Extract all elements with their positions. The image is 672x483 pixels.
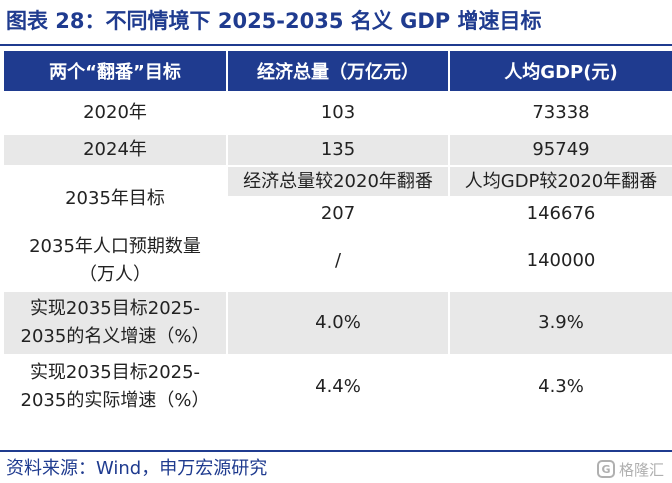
cell-total-caption-2035: 经济总量较2020年翻番 [227, 165, 450, 197]
row-label-population-line1: 2035年人口预期数量 [29, 236, 201, 257]
table-header-row: 两个“翻番”目标 经济总量（万亿元） 人均GDP(元) [4, 51, 672, 92]
table-row: 2020年 103 73338 [4, 91, 672, 134]
source-note: 资料来源：Wind，申万宏源研究 [6, 458, 268, 479]
header-total-economy: 经济总量（万亿元） [227, 51, 450, 92]
cell-per-capita-caption-2035: 人均GDP较2020年翻番 [449, 165, 672, 197]
cell-per-capita-2020: 73338 [449, 91, 672, 134]
row-label-2024: 2024年 [4, 133, 228, 166]
cell-per-capita-nominal-growth: 3.9% [449, 290, 672, 355]
row-label-population: 2035年人口预期数量 （万人） [4, 230, 228, 291]
row-label-real-line1: 实现2035目标2025- [29, 362, 201, 383]
table-row: 实现2035目标2025- 2035的实际增速（%） 4.4% 4.3% [4, 354, 672, 418]
table-row: 2024年 135 95749 [4, 133, 672, 166]
figure-title: 图表 28：不同情境下 2025-2035 名义 GDP 增速目标 [6, 9, 542, 33]
cell-total-2024: 135 [227, 133, 450, 166]
cell-per-capita-2035: 146676 [449, 196, 672, 231]
gelonghui-logo-icon: G [596, 460, 615, 478]
watermark-text: 格隆汇 [618, 460, 664, 479]
source-divider [0, 450, 672, 452]
cell-per-capita-population: 140000 [449, 230, 672, 291]
row-label-population-line2: （万人） [79, 264, 151, 285]
table-row: 2035年目标 经济总量较2020年翻番 人均GDP较2020年翻番 [4, 165, 672, 231]
row-label-2035-target: 2035年目标 [4, 165, 228, 231]
cell-total-2020: 103 [227, 91, 450, 134]
cell-total-real-growth: 4.4% [227, 354, 450, 418]
cell-total-nominal-growth: 4.0% [227, 290, 450, 355]
row-label-nominal-growth: 实现2035目标2025- 2035的名义增速（%） [4, 290, 228, 355]
cell-total-2035: 207 [227, 196, 450, 231]
table-row: 实现2035目标2025- 2035的名义增速（%） 4.0% 3.9% [4, 290, 672, 355]
table-row: 2035年人口预期数量 （万人） / 140000 [4, 230, 672, 291]
row-label-nominal-line1: 实现2035目标2025- [29, 298, 201, 319]
gdp-target-table: 两个“翻番”目标 经济总量（万亿元） 人均GDP(元) 2020年 103 73… [4, 51, 672, 418]
title-divider [0, 44, 672, 46]
cell-per-capita-2024: 95749 [449, 133, 672, 166]
cell-per-capita-real-growth: 4.3% [449, 354, 672, 418]
watermark: G 格隆汇 [596, 458, 664, 480]
table-row: 207 146676 [4, 196, 672, 231]
header-per-capita-gdp: 人均GDP(元) [449, 51, 672, 92]
row-label-real-line2: 2035的实际增速（%） [20, 390, 210, 411]
row-label-nominal-line2: 2035的名义增速（%） [20, 326, 210, 347]
row-label-2020: 2020年 [4, 91, 228, 134]
cell-total-population: / [227, 230, 450, 291]
header-goal: 两个“翻番”目标 [4, 51, 228, 92]
row-label-real-growth: 实现2035目标2025- 2035的实际增速（%） [4, 354, 228, 418]
